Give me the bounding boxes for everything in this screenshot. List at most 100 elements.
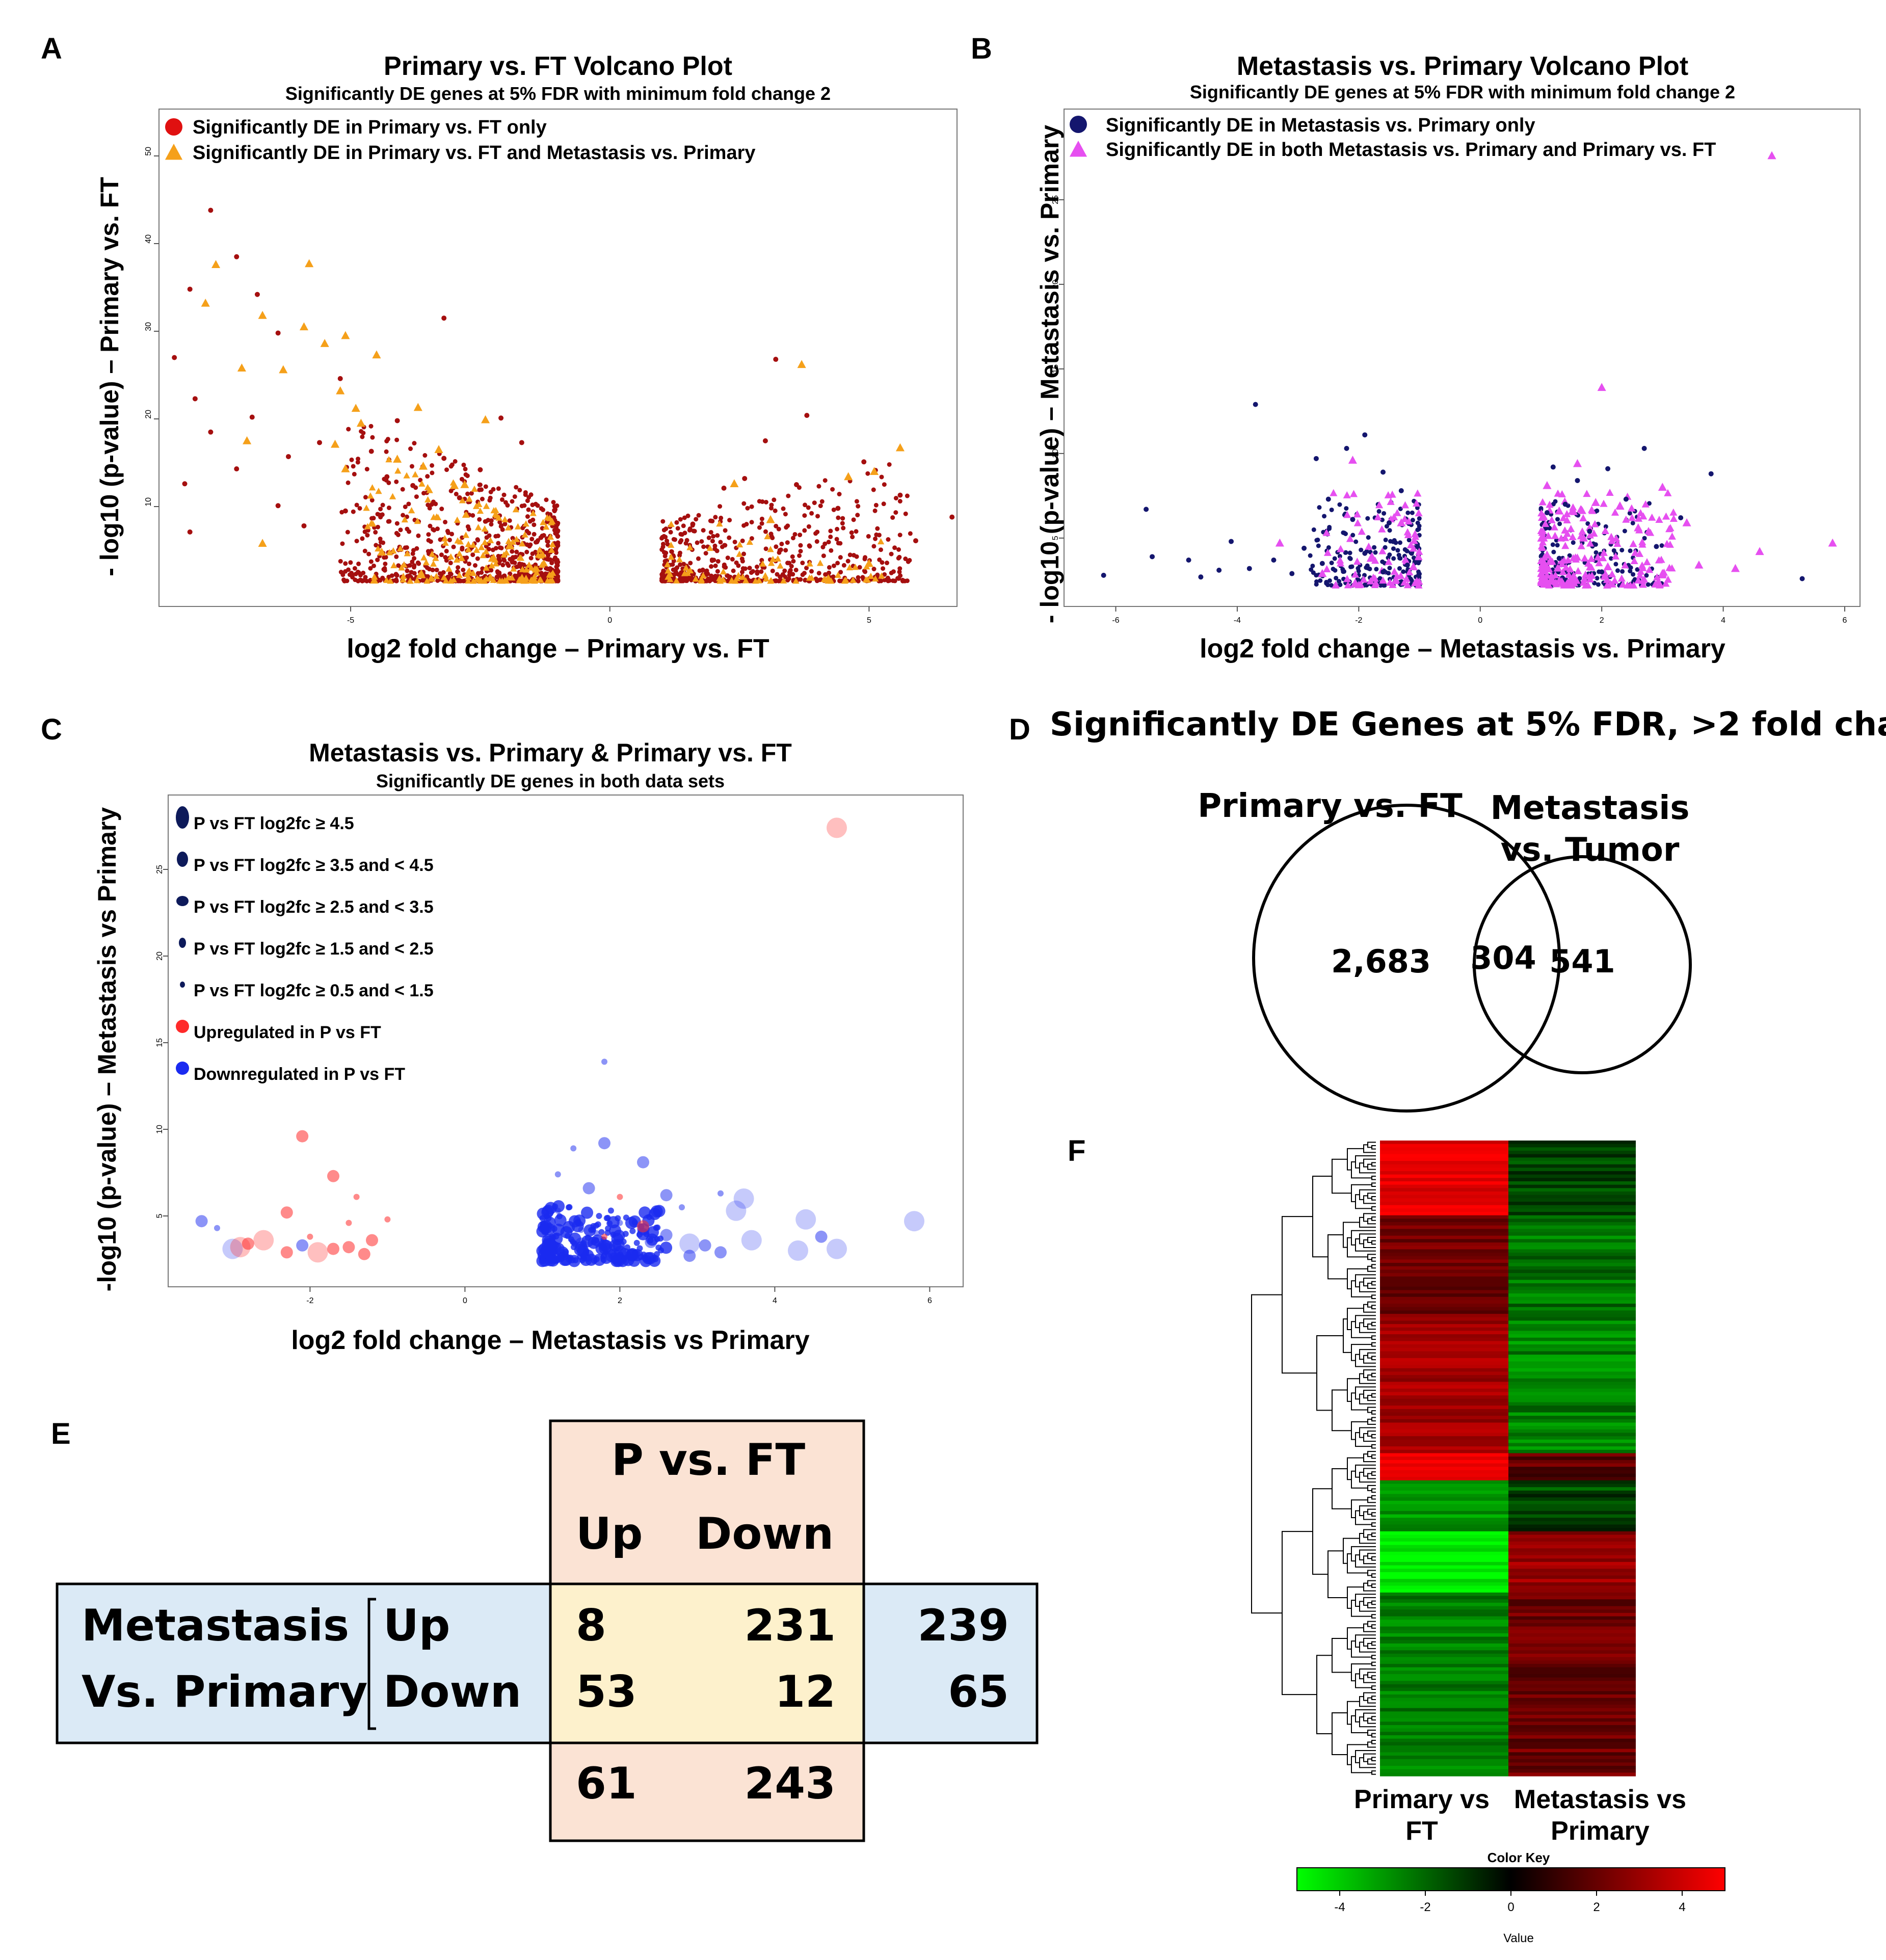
panel-c-point-down — [679, 1233, 700, 1254]
heatmap-cell-col2 — [1508, 1443, 1636, 1447]
panel-b-point-both — [1586, 539, 1595, 547]
panel-c-title: Metastasis vs. Primary & Primary vs. FT — [309, 738, 792, 767]
heatmap-cell-col2 — [1508, 1263, 1636, 1267]
panel-a-point-only — [360, 536, 365, 541]
heatmap-cell-col2 — [1508, 1212, 1636, 1216]
panel-b-point-both — [1587, 506, 1596, 513]
panel-b-point-both — [1323, 548, 1332, 556]
panel-c-point-down — [542, 1229, 549, 1235]
panel-b-point-both — [1415, 509, 1423, 517]
heatmap-cell-col1 — [1380, 1422, 1508, 1426]
panel-c-point-down — [726, 1200, 747, 1221]
panel-b-point-both — [1414, 489, 1422, 497]
heatmap-cell-col1 — [1380, 1681, 1508, 1685]
heatmap-cell-col2 — [1508, 1609, 1636, 1613]
panel-c-legend-down: Downregulated in P vs FT — [194, 1065, 405, 1084]
panel-c-point-up — [827, 817, 847, 838]
panel-b-point-both — [1393, 509, 1401, 516]
panel-b-point-both — [1828, 538, 1837, 547]
panel-a-point-both — [730, 479, 739, 488]
panel-b-point-only — [1337, 579, 1342, 584]
panel-a-point-only — [378, 515, 383, 520]
panel-a-point-only — [479, 487, 484, 492]
heatmap-cell-col1 — [1380, 1293, 1508, 1297]
panel-a-point-only — [885, 575, 890, 580]
panel-b-point-both — [1393, 572, 1401, 579]
heatmap-cell-col2 — [1508, 1320, 1636, 1325]
panel-a-point-only — [457, 495, 462, 500]
panel-a-point-both — [746, 538, 753, 545]
heatmap-cell-col2 — [1508, 1317, 1636, 1321]
heatmap-cell-col2 — [1508, 1606, 1636, 1610]
heatmap-cell-col2 — [1508, 1551, 1636, 1556]
dendrogram-branch — [1371, 1182, 1376, 1187]
panel-b-point-both — [1538, 579, 1546, 587]
heatmap-cell-col2 — [1508, 1171, 1636, 1175]
panel-a-point-only — [254, 292, 260, 297]
heatmap-cell-col1 — [1380, 1337, 1508, 1342]
panel-a-point-only — [526, 495, 532, 500]
panel-a-point-only — [809, 511, 814, 516]
panel-a-point-only — [804, 413, 810, 418]
panel-a-point-only — [421, 491, 427, 496]
heatmap-cell-col2 — [1508, 1541, 1636, 1546]
panel-a-point-only — [498, 415, 504, 421]
heatmap-cell-col2 — [1508, 1660, 1636, 1664]
heatmap-cell-col2 — [1508, 1456, 1636, 1461]
panel-a-point-only — [674, 520, 679, 525]
heatmap-cell-col2 — [1508, 1653, 1636, 1658]
panel-a-point-only — [712, 543, 718, 548]
panel-a-point-only — [368, 423, 374, 429]
panel-a-point-only — [854, 529, 859, 534]
panel-c-point-down — [563, 1251, 569, 1257]
heatmap-cell-col1 — [1380, 1174, 1508, 1178]
panel-a-point-only — [465, 473, 470, 479]
panel-a-point-only — [352, 471, 357, 476]
heatmap-cell-col2 — [1508, 1684, 1636, 1688]
dendrogram-branch — [1371, 1556, 1376, 1561]
panel-a-point-only — [447, 538, 452, 543]
panel-b-point-both — [1378, 547, 1387, 554]
panel-a-point-only — [386, 480, 391, 485]
panel-b-point-only — [1622, 528, 1627, 534]
panel-a-point-only — [781, 506, 786, 511]
heatmap-cell-col2 — [1508, 1507, 1636, 1512]
panel-a-point-both — [548, 577, 556, 584]
panel-a-point-both — [716, 577, 724, 584]
heatmap-cell-col1 — [1380, 1351, 1508, 1355]
panel-b-point-only — [1377, 576, 1383, 581]
heatmap-cell-col1 — [1380, 1286, 1508, 1291]
panel-c-point-down — [553, 1233, 560, 1240]
panel-a-point-both — [483, 548, 490, 554]
panel-b-point-both — [1666, 540, 1674, 548]
panel-a-point-only — [528, 542, 533, 547]
heatmap-cell-col2 — [1508, 1640, 1636, 1644]
panel-b-point-both — [1415, 581, 1423, 589]
panel-a-point-both — [341, 331, 350, 339]
panel-a-point-both — [720, 568, 727, 575]
panel-a-point-only — [834, 537, 839, 542]
panel-a-point-only — [412, 441, 417, 446]
panel-a-point-only — [783, 574, 788, 579]
panel-b-point-both — [1603, 562, 1612, 571]
panel-a-point-both — [780, 577, 787, 584]
panel-a-point-only — [684, 538, 689, 543]
heatmap-cell-col1 — [1380, 1157, 1508, 1161]
panel-b-point-both — [1330, 489, 1338, 496]
panel-a-point-only — [394, 554, 399, 559]
panel-b-point-only — [1414, 560, 1419, 565]
panel-b-point-both — [1537, 570, 1545, 577]
panel-a-point-only — [497, 520, 502, 525]
panel-a-point-only — [798, 533, 803, 538]
heatmap-cell-col1 — [1380, 1671, 1508, 1675]
panel-a-point-only — [690, 521, 696, 527]
panel-a-point-only — [826, 540, 831, 545]
heatmap-cell-col2 — [1508, 1446, 1636, 1450]
panel-c-point-up — [601, 1233, 607, 1240]
panel-a-point-only — [897, 569, 902, 574]
panel-b-point-both — [1560, 556, 1569, 564]
panel-a-point-both — [418, 461, 428, 470]
dendrogram-branch — [1371, 1444, 1376, 1449]
panel-b-point-both — [1538, 538, 1547, 546]
panel-b-point-only — [1415, 527, 1420, 533]
